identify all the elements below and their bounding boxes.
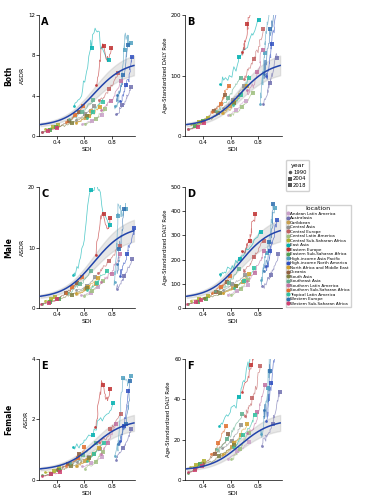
Y-axis label: ASDR: ASDR xyxy=(20,67,25,84)
Text: Female: Female xyxy=(4,404,13,435)
X-axis label: SDI: SDI xyxy=(82,146,93,152)
Y-axis label: ASDR: ASDR xyxy=(20,239,25,256)
Text: A: A xyxy=(41,18,48,28)
Legend: Andean Latin America, Australasia, Caribbean, Central Asia, Central Europe, Cent: Andean Latin America, Australasia, Carib… xyxy=(285,204,351,308)
Y-axis label: Age-Standardized DALY Rate: Age-Standardized DALY Rate xyxy=(163,210,168,285)
Legend: 1990, 2004, 2018: 1990, 2004, 2018 xyxy=(286,160,309,191)
X-axis label: SDI: SDI xyxy=(82,490,93,496)
Text: B: B xyxy=(187,18,195,28)
Text: F: F xyxy=(187,362,194,372)
Text: Male: Male xyxy=(4,237,13,258)
Text: Both: Both xyxy=(4,66,13,86)
Y-axis label: Age-Standardized DALY Rate: Age-Standardized DALY Rate xyxy=(163,38,168,114)
Text: C: C xyxy=(41,190,48,200)
Text: D: D xyxy=(187,190,195,200)
X-axis label: SDI: SDI xyxy=(82,318,93,324)
X-axis label: SDI: SDI xyxy=(228,490,239,496)
Text: E: E xyxy=(41,362,48,372)
X-axis label: SDI: SDI xyxy=(228,146,239,152)
Y-axis label: ASDR: ASDR xyxy=(24,411,29,428)
X-axis label: SDI: SDI xyxy=(228,318,239,324)
Y-axis label: Age-Standardized DALY Rate: Age-Standardized DALY Rate xyxy=(167,382,171,457)
